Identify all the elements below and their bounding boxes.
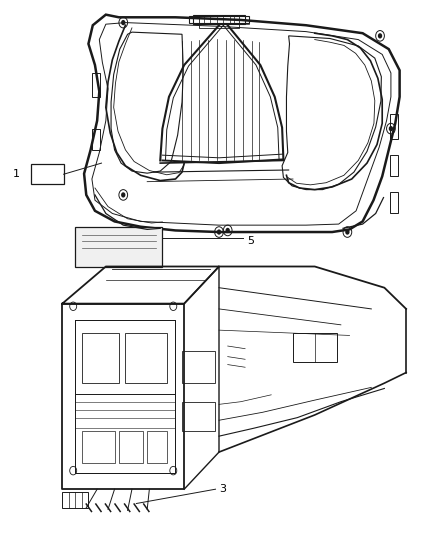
Bar [390,155,398,176]
Bar [62,492,88,508]
Bar [182,402,215,431]
Bar [125,333,167,383]
Bar [199,14,239,28]
Bar [390,192,398,214]
Circle shape [389,126,393,131]
Bar [92,128,100,150]
Bar [82,431,115,463]
Bar [390,114,398,139]
Bar [92,73,100,97]
Circle shape [226,228,230,233]
Circle shape [378,33,382,38]
Bar [75,227,162,266]
Bar [188,16,250,22]
Text: 1: 1 [13,169,20,179]
Text: 5: 5 [247,236,254,246]
Circle shape [217,229,221,235]
Circle shape [121,192,125,198]
Circle shape [345,229,350,235]
Bar [31,164,64,184]
Circle shape [121,20,125,25]
Bar [82,333,119,383]
Bar [119,431,143,463]
Bar [193,14,245,24]
Bar [182,351,215,383]
Text: 3: 3 [219,484,226,494]
Bar [147,431,167,463]
Bar [293,333,336,362]
